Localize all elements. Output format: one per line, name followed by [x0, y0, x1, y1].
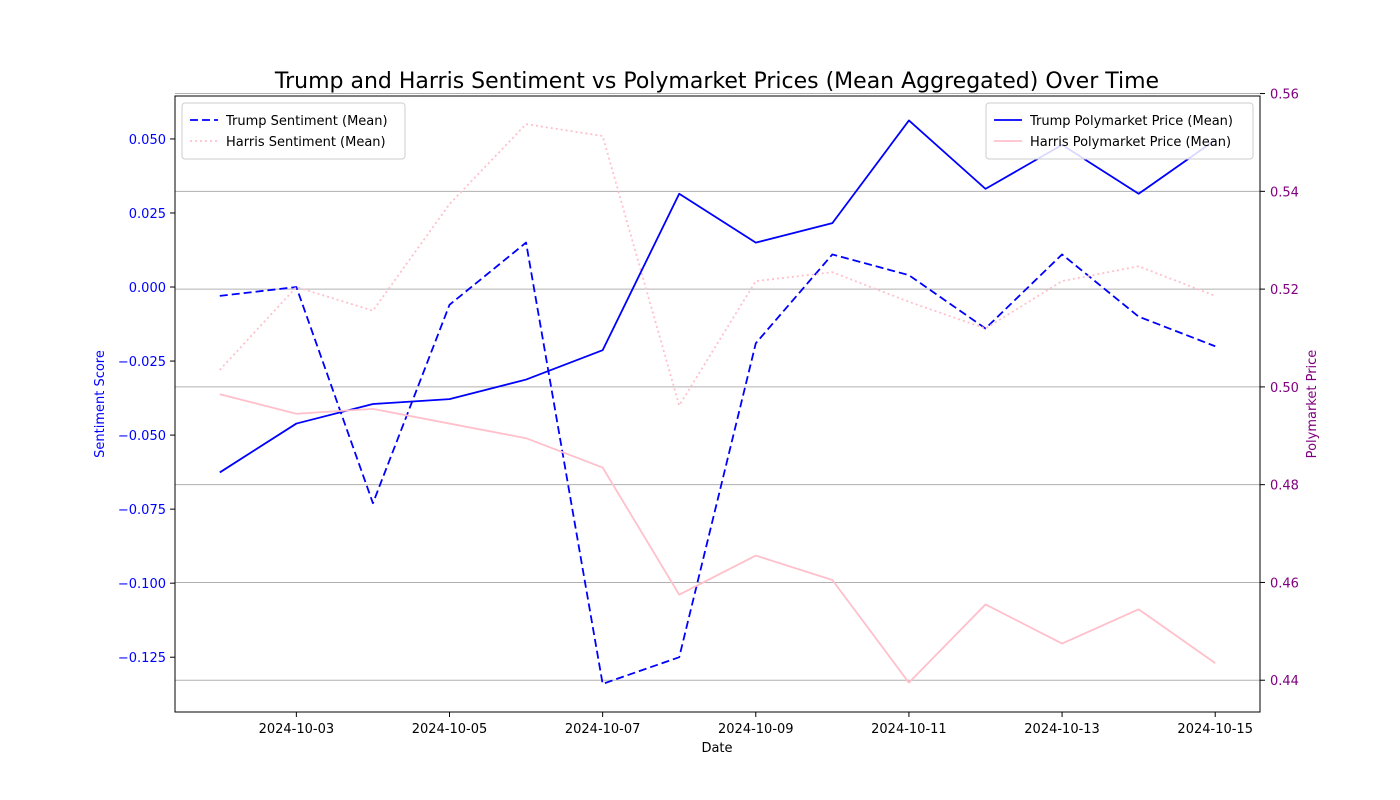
- legend-box: [181, 102, 406, 160]
- x-tick-label: 2024-10-07: [565, 722, 641, 737]
- y-left-tick-label: −0.025: [118, 355, 166, 370]
- y-left-tick-label: 0.025: [129, 207, 166, 222]
- y-right-tick-label: 0.50: [1270, 381, 1299, 396]
- y-axis-right-label: Polymarket Price: [1305, 350, 1320, 459]
- x-axis: 2024-10-03 2024-10-05 2024-10-07 2024-10-09…: [259, 712, 1253, 737]
- grid-layer: [175, 93, 1260, 681]
- plot-frame: [174, 95, 1261, 713]
- series-line-trump-sentiment-mean: [219, 241, 1216, 685]
- legend-label: Harris Sentiment (Mean): [226, 135, 386, 150]
- y-right-tick-label: 0.54: [1270, 185, 1299, 200]
- legend-right: Trump Polymarket Price (Mean) Harris Poly…: [985, 102, 1254, 160]
- x-tick-label: 2024-10-09: [718, 722, 794, 737]
- series-line-harris-polymarket-price-mean: [219, 393, 1216, 684]
- x-tick-label: 2024-10-15: [1177, 722, 1253, 737]
- series-line-harris-sentiment-mean: [219, 123, 1216, 407]
- x-tick-label: 2024-10-05: [412, 722, 488, 737]
- chart-title: Trump and Harris Sentiment vs Polymarket…: [274, 69, 1159, 94]
- series-line-trump-polymarket-price-mean: [219, 119, 1216, 474]
- legend-label: Trump Sentiment (Mean): [225, 114, 388, 129]
- legend-box: [985, 102, 1254, 160]
- y-left-tick-label: −0.075: [118, 503, 166, 518]
- legend-left: Trump Sentiment (Mean) Harris Sentiment (…: [181, 102, 406, 160]
- y-left-tick-label: −0.100: [118, 577, 166, 592]
- legend-label: Trump Polymarket Price (Mean): [1029, 114, 1233, 129]
- y-right-tick-label: 0.46: [1270, 576, 1299, 591]
- y-right-tick-label: 0.48: [1270, 479, 1299, 494]
- legend-label: Harris Polymarket Price (Mean): [1030, 135, 1231, 150]
- y-left-tick-label: −0.125: [118, 651, 166, 666]
- y-right-tick-label: 0.52: [1270, 283, 1299, 298]
- x-tick-label: 2024-10-13: [1024, 722, 1100, 737]
- series-layer: [219, 119, 1216, 685]
- y-axis-right: 0.56 0.54 0.52 0.50 0.48 0.46 0.44: [1260, 88, 1299, 689]
- y-left-tick-label: −0.050: [118, 429, 166, 444]
- y-axis-left-label: Sentiment Score: [93, 350, 108, 458]
- y-left-tick-label: 0.050: [129, 133, 166, 148]
- y-left-tick-label: 0.000: [129, 281, 166, 296]
- x-tick-label: 2024-10-03: [259, 722, 335, 737]
- y-right-tick-label: 0.44: [1270, 674, 1299, 689]
- x-tick-label: 2024-10-11: [871, 722, 947, 737]
- x-axis-label: Date: [701, 741, 732, 756]
- y-right-tick-label: 0.56: [1270, 88, 1299, 103]
- y-axis-left: 0.050 0.025 0.000 −0.025 −0.050 −0.075 −0.100 −…: [118, 133, 175, 666]
